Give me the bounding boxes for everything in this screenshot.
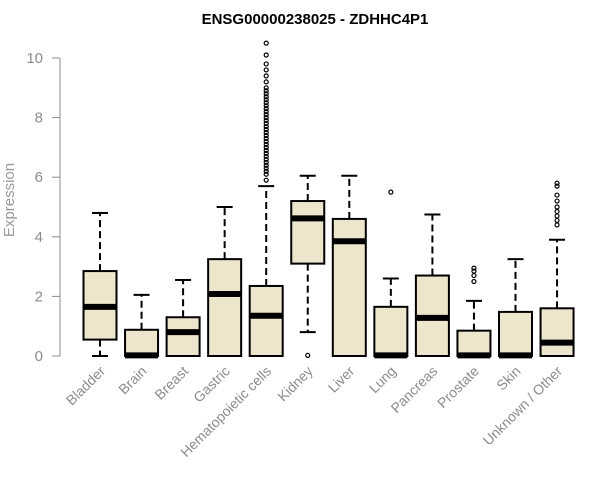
x-tick-label: Liver xyxy=(325,363,358,396)
box-series xyxy=(82,40,575,359)
box-4 xyxy=(207,206,243,357)
outlier-point xyxy=(554,192,560,198)
outlier-point xyxy=(263,94,269,100)
box-9 xyxy=(414,213,450,358)
y-tick-label: 10 xyxy=(26,50,43,67)
outlier-point xyxy=(263,123,269,130)
box-iqr xyxy=(456,329,492,358)
box-iqr xyxy=(248,284,284,357)
outlier-point xyxy=(263,109,269,115)
box-2 xyxy=(124,293,160,359)
outlier-point xyxy=(263,171,269,177)
x-tick-label: Kidney xyxy=(274,363,316,405)
box-1 xyxy=(82,211,118,357)
outlier-point xyxy=(263,67,269,73)
outlier-point xyxy=(263,79,269,85)
outlier-point xyxy=(263,162,269,168)
outlier-point xyxy=(263,61,269,67)
y-tick-label: 8 xyxy=(35,110,43,127)
y-tick-label: 0 xyxy=(35,348,43,365)
outlier-point xyxy=(263,52,269,58)
box-iqr xyxy=(207,258,243,357)
outlier-point xyxy=(305,352,311,359)
box-7 xyxy=(331,174,367,357)
outlier-point xyxy=(263,103,269,109)
outlier-point xyxy=(263,141,269,148)
box-iqr xyxy=(165,316,201,358)
box-12 xyxy=(539,180,575,358)
y-tick-label: 2 xyxy=(35,288,43,305)
outlier-point xyxy=(471,272,477,279)
outlier-point xyxy=(263,117,269,124)
outlier-point xyxy=(471,265,477,271)
outlier-point xyxy=(263,147,269,153)
outlier-point xyxy=(554,213,560,219)
outlier-point xyxy=(263,135,269,142)
box-iqr xyxy=(124,328,160,357)
box-8 xyxy=(373,189,409,359)
outlier-point xyxy=(263,159,269,165)
outlier-point xyxy=(554,180,560,186)
box-iqr xyxy=(290,200,326,265)
outlier-point xyxy=(263,168,269,174)
box-iqr xyxy=(539,307,575,358)
outlier-point xyxy=(263,138,269,145)
outlier-point xyxy=(263,144,269,150)
box-11 xyxy=(498,258,533,359)
y-axis: 0 2 4 6 8 10 xyxy=(26,50,61,365)
outlier-point xyxy=(263,156,269,162)
box-iqr xyxy=(373,305,409,357)
outlier-point xyxy=(554,208,560,215)
outlier-point xyxy=(263,132,269,139)
outlier-point xyxy=(554,217,560,224)
box-10 xyxy=(456,265,492,359)
outlier-point xyxy=(263,97,269,103)
outlier-point xyxy=(388,189,394,195)
outlier-point xyxy=(554,204,560,210)
outlier-point xyxy=(263,126,269,133)
outlier-point xyxy=(263,112,269,118)
x-tick-label: Skin xyxy=(493,363,524,394)
outlier-point xyxy=(471,278,477,285)
outlier-point xyxy=(263,165,269,171)
y-tick-label: 4 xyxy=(35,229,43,246)
outlier-point xyxy=(263,153,269,159)
x-tick-label: Breast xyxy=(151,363,191,403)
x-tick-label: Unknown / Other xyxy=(480,363,566,449)
x-tick-label: Prostate xyxy=(434,363,482,411)
outlier-point xyxy=(263,150,269,156)
box-iqr xyxy=(498,310,533,357)
outlier-point xyxy=(263,91,269,97)
x-tick-label: Lung xyxy=(366,363,399,396)
chart-title: ENSG00000238025 - ZDHHC4P1 xyxy=(202,11,429,28)
outlier-point xyxy=(554,222,560,228)
outlier-point xyxy=(263,114,269,121)
outlier-point xyxy=(263,106,269,112)
outlier-point xyxy=(263,88,269,94)
y-tick-label: 6 xyxy=(35,169,43,186)
outlier-point xyxy=(263,73,269,79)
outlier-point xyxy=(263,120,269,127)
box-5 xyxy=(248,40,284,357)
box-6 xyxy=(290,174,326,359)
outlier-point xyxy=(554,183,560,189)
outlier-point xyxy=(263,40,269,46)
outlier-point xyxy=(554,198,560,204)
y-axis-label: Expression xyxy=(1,163,18,237)
x-tick-label: Brain xyxy=(115,363,149,397)
outlier-point xyxy=(263,100,269,106)
x-tick-label: Bladder xyxy=(63,363,109,409)
outlier-point xyxy=(471,268,477,274)
box-3 xyxy=(165,279,201,358)
outlier-point xyxy=(263,177,269,183)
outlier-point xyxy=(263,85,269,91)
outlier-point xyxy=(263,129,269,136)
